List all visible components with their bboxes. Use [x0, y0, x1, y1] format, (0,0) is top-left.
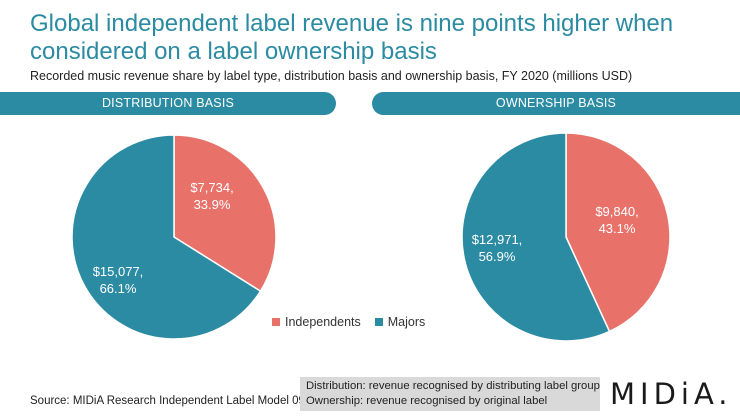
legend-label-majors: Majors	[387, 315, 426, 329]
legend-item-majors: Majors	[374, 315, 426, 329]
ownership-basis-header: OWNERSHIP BASIS	[372, 92, 740, 115]
legend-swatch-majors	[374, 318, 383, 326]
definitions-box: Distribution: revenue recognised by dist…	[300, 377, 600, 411]
chart-subtitle: Recorded music revenue share by label ty…	[30, 69, 633, 83]
distribution-label-independents-value: $7,734,	[190, 180, 233, 195]
distribution-slice-majors	[71, 134, 262, 340]
ownership-label-majors-value: $12,971,	[472, 232, 523, 247]
distribution-label-independents-pct: 33.9%	[194, 197, 231, 212]
legend-swatch-independents	[272, 318, 280, 326]
definition-ownership: Ownership: revenue recognised by origina…	[306, 395, 548, 407]
source-note: Source: MIDiA Research Independent Label…	[30, 395, 321, 407]
ownership-slice-independents	[565, 132, 671, 333]
distribution-label-majors-pct: 66.1%	[100, 281, 137, 296]
legend-label-independents: Independents	[285, 315, 361, 329]
ownership-label-independents-pct: 43.1%	[599, 221, 636, 236]
definition-distribution: Distribution: revenue recognised by dist…	[306, 380, 600, 392]
ownership-slice-majors	[461, 132, 611, 342]
distribution-label-majors-value: $15,077,	[93, 264, 144, 279]
legend-item-independents: Independents	[272, 315, 361, 329]
ownership-label-independents-value: $9,840,	[595, 204, 638, 219]
ownership-label-majors-pct: 56.9%	[479, 249, 516, 264]
midia-logo: MIDiA.	[610, 377, 733, 411]
legend: Independents Majors	[272, 315, 439, 329]
distribution-basis-header: DISTRIBUTION BASIS	[0, 92, 336, 115]
chart-title: Global independent label revenue is nine…	[30, 10, 674, 65]
